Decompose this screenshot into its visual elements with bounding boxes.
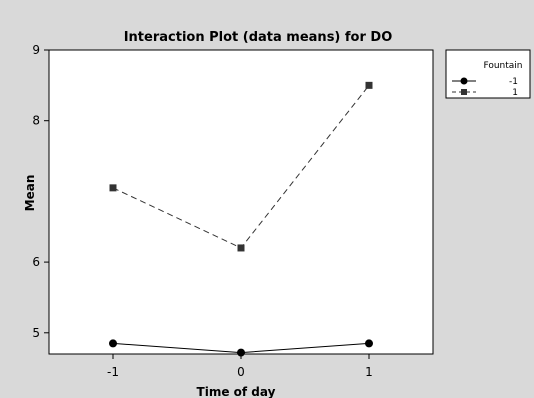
legend: Fountain -1 1 bbox=[445, 49, 531, 99]
legend-marker-series-1 bbox=[460, 77, 468, 85]
legend-box bbox=[445, 49, 531, 99]
x-tick-label: 0 bbox=[237, 365, 245, 379]
data-point-series-1 bbox=[237, 348, 245, 357]
y-tick-label: 9 bbox=[32, 43, 40, 57]
y-axis-label: Mean bbox=[23, 175, 37, 212]
x-axis-label: Time of day bbox=[197, 385, 276, 398]
y-axis-ticks: 5 6 8 9 bbox=[32, 43, 49, 340]
y-tick-label: 5 bbox=[32, 326, 40, 340]
data-point-series-2 bbox=[109, 184, 117, 192]
legend-label-series-2: 1 bbox=[512, 88, 518, 98]
legend-title: Fountain bbox=[483, 61, 522, 71]
plot-area bbox=[48, 49, 434, 355]
x-tick-label: -1 bbox=[107, 365, 119, 379]
x-axis-ticks: -1 0 1 bbox=[107, 354, 373, 379]
data-point-series-1 bbox=[365, 339, 373, 348]
data-point-series-1 bbox=[109, 339, 117, 348]
series-points bbox=[109, 81, 373, 357]
legend-marker-series-2 bbox=[461, 89, 467, 95]
legend-label-series-1: -1 bbox=[509, 77, 518, 87]
y-tick-label: 6 bbox=[32, 255, 40, 269]
data-point-series-2 bbox=[237, 244, 245, 252]
data-point-series-2 bbox=[365, 81, 373, 89]
chart-title: Interaction Plot (data means) for DO bbox=[124, 30, 393, 45]
x-tick-label: 1 bbox=[365, 365, 373, 379]
y-tick-label: 8 bbox=[32, 114, 40, 128]
